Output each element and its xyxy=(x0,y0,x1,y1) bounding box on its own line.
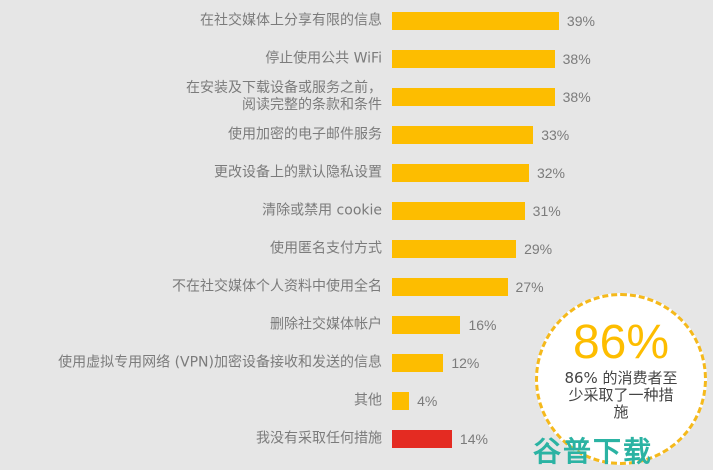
chart-row: 在社交媒体上分享有限的信息 39% xyxy=(0,2,713,40)
chart-row: 清除或禁用 cookie 31% xyxy=(0,192,713,230)
value-label: 32% xyxy=(536,165,565,181)
category-label: 在安装及下载设备或服务之前， 阅读完整的条款和条件 xyxy=(186,80,382,113)
value-label: 33% xyxy=(541,127,570,143)
watermark: 谷普下载 xyxy=(533,435,654,468)
chart-row: 我没有采取任何措施 14% xyxy=(0,420,713,458)
value-label: 38% xyxy=(562,51,591,67)
chart-row: 使用加密的电子邮件服务 33% xyxy=(0,116,713,154)
category-label: 删除社交媒体帐户 xyxy=(270,316,382,333)
bar xyxy=(392,430,452,448)
value-label: 31% xyxy=(532,203,561,219)
bar xyxy=(392,278,508,296)
bar xyxy=(392,202,525,220)
value-label: 4% xyxy=(417,393,438,409)
bar xyxy=(392,354,444,372)
chart-row: 删除社交媒体帐户 16% xyxy=(0,306,713,344)
chart-row: 在安装及下载设备或服务之前， 阅读完整的条款和条件 38% xyxy=(0,78,713,116)
value-label: 16% xyxy=(468,317,497,333)
bar xyxy=(392,50,555,68)
category-label: 我没有采取任何措施 xyxy=(256,430,382,447)
callout-description: 86% 的消费者至少采取了一种措施 xyxy=(564,369,678,421)
bar xyxy=(392,88,555,106)
category-label: 更改设备上的默认隐私设置 xyxy=(214,164,382,181)
bar xyxy=(392,240,517,258)
value-label: 39% xyxy=(566,13,595,29)
value-label: 38% xyxy=(562,89,591,105)
category-label: 使用匿名支付方式 xyxy=(270,240,382,257)
chart-row: 停止使用公共 WiFi 38% xyxy=(0,40,713,78)
value-label: 29% xyxy=(524,241,553,257)
category-label: 清除或禁用 cookie xyxy=(262,202,382,219)
chart-row: 不在社交媒体个人资料中使用全名 27% xyxy=(0,268,713,306)
category-label: 使用虚拟专用网络 (VPN)加密设备接收和发送的信息 xyxy=(58,354,382,371)
bar xyxy=(392,164,529,182)
summary-callout: 86% 86% 的消费者至少采取了一种措施 xyxy=(535,293,707,465)
bar xyxy=(392,316,461,334)
bar xyxy=(392,392,410,410)
chart-row: 更改设备上的默认隐私设置 32% xyxy=(0,154,713,192)
category-label: 使用加密的电子邮件服务 xyxy=(228,126,382,143)
category-label: 在社交媒体上分享有限的信息 xyxy=(200,12,382,29)
value-label: 14% xyxy=(459,431,488,447)
callout-percentage: 86% xyxy=(572,316,670,369)
chart-row: 其他 4% xyxy=(0,382,713,420)
bar xyxy=(392,12,559,30)
chart-row: 使用虚拟专用网络 (VPN)加密设备接收和发送的信息 12% xyxy=(0,344,713,382)
chart-row: 使用匿名支付方式 29% xyxy=(0,230,713,268)
category-label: 其他 xyxy=(354,392,382,409)
category-label: 不在社交媒体个人资料中使用全名 xyxy=(172,278,382,295)
category-label: 停止使用公共 WiFi xyxy=(265,50,382,67)
bar xyxy=(392,126,534,144)
value-label: 27% xyxy=(515,279,544,295)
value-label: 12% xyxy=(451,355,480,371)
